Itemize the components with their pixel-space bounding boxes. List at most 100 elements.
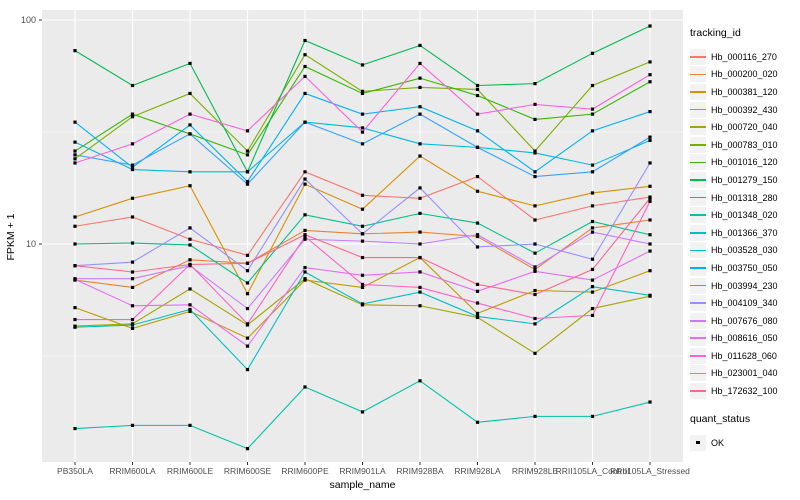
legend: tracking_id Hb_000116_270 Hb_000200_020 Hb… [690, 27, 800, 451]
data-point [648, 110, 652, 114]
data-point [590, 204, 595, 208]
data-point [130, 167, 135, 172]
data-point [130, 317, 135, 322]
x-tick-label: RRII105LA_Control [556, 466, 630, 476]
legend-line-icon [690, 355, 706, 357]
data-point [648, 269, 652, 273]
data-point [130, 196, 135, 200]
data-point [73, 161, 77, 165]
legend-item-Hb_007676_080: Hb_007676_080 [690, 312, 800, 330]
data-point [533, 267, 537, 272]
data-point [590, 230, 595, 234]
data-point [418, 154, 422, 158]
legend-label: Hb_000200_020 [711, 69, 778, 80]
data-point [418, 255, 422, 260]
legend-item-Hb_011628_060: Hb_011628_060 [690, 347, 800, 365]
data-point [188, 237, 192, 241]
data-point [73, 264, 77, 268]
legend-line-icon [690, 372, 706, 375]
data-point [475, 145, 480, 149]
data-point [590, 83, 595, 88]
legend-items: Hb_000116_270 Hb_000200_020 Hb_000381_120 H… [690, 48, 800, 400]
data-point [418, 61, 422, 66]
data-point [245, 292, 250, 296]
legend-item-Hb_000392_430: Hb_000392_430 [690, 101, 800, 119]
legend-line-icon [690, 126, 706, 129]
data-point [648, 233, 652, 237]
data-point [245, 179, 250, 184]
data-point [533, 322, 537, 326]
data-point [303, 74, 307, 79]
legend-quant-status: quant_status OK [690, 413, 800, 452]
data-point [475, 129, 480, 133]
data-point [648, 80, 652, 84]
data-point [188, 123, 192, 127]
legend-key-swatch [690, 83, 706, 100]
legend-item-Hb_001279_150: Hb_001279_150 [690, 171, 800, 189]
data-point [360, 255, 365, 260]
data-point [533, 82, 537, 86]
data-point [188, 258, 192, 262]
legend-item-Hb_001318_280: Hb_001318_280 [690, 189, 800, 207]
legend-item-Hb_000381_120: Hb_000381_120 [690, 83, 800, 101]
data-point [418, 43, 422, 48]
data-point [475, 87, 480, 91]
data-point [130, 112, 135, 116]
data-point [475, 112, 480, 116]
data-point [188, 184, 192, 188]
data-point [590, 267, 595, 272]
legend-line-icon [690, 214, 706, 217]
data-point [475, 174, 480, 179]
data-point [245, 269, 250, 273]
data-point [418, 304, 422, 308]
legend-key-swatch [690, 171, 706, 188]
legend-line-icon [690, 284, 706, 287]
data-point [475, 245, 480, 249]
data-point [475, 301, 480, 305]
legend-key-swatch [690, 259, 706, 276]
data-point [418, 105, 422, 109]
legend-key-swatch [690, 277, 706, 294]
legend-label: Hb_003750_050 [711, 262, 778, 273]
data-point [245, 253, 250, 257]
legend-key-swatch [690, 48, 706, 65]
legend-item-Hb_001366_370: Hb_001366_370 [690, 224, 800, 242]
data-point [245, 149, 250, 153]
data-point [590, 51, 595, 55]
data-point [590, 226, 595, 230]
data-point [418, 230, 422, 234]
data-point [475, 311, 480, 315]
data-point [73, 49, 77, 53]
data-point [418, 290, 422, 294]
x-axis-title: sample_name [329, 479, 396, 491]
data-point [245, 336, 250, 340]
legend-item-Hb_023001_040: Hb_023001_040 [690, 365, 800, 383]
legend-line-icon [690, 91, 706, 93]
data-point [590, 414, 595, 418]
data-point [533, 316, 537, 321]
legend-label: Hb_008616_050 [711, 333, 778, 344]
legend-line-icon [690, 249, 706, 252]
data-point [475, 83, 480, 88]
data-point [303, 64, 307, 69]
data-point [130, 215, 135, 219]
data-point [360, 232, 365, 236]
legend-label: Hb_000783_010 [711, 139, 778, 150]
data-point [533, 269, 537, 273]
y-axis-title: FPKM + 1 [5, 213, 17, 261]
legend-line-icon [690, 161, 706, 164]
data-point [73, 306, 77, 310]
data-point [188, 170, 192, 174]
data-point [130, 163, 135, 167]
data-point [303, 385, 307, 389]
data-point [418, 379, 422, 383]
data-point [418, 270, 422, 274]
legend-label: Hb_172632_100 [711, 386, 778, 397]
legend-label: Hb_003994_230 [711, 280, 778, 291]
data-point [648, 400, 652, 404]
data-point [590, 290, 595, 294]
legend-key-swatch [690, 207, 706, 224]
data-point [533, 117, 537, 121]
data-point [418, 285, 422, 290]
data-point [188, 307, 192, 312]
